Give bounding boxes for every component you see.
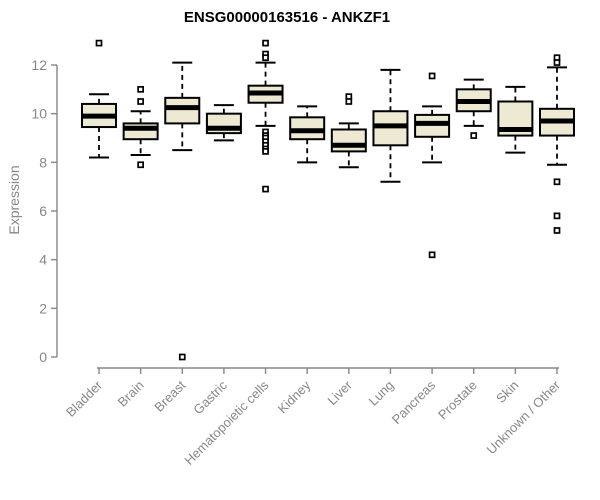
x-category-label: Unknown / Other <box>484 377 564 457</box>
x-category-label: Brain <box>115 378 147 410</box>
outlier-point <box>553 227 561 234</box>
x-category-label: Liver <box>324 377 355 408</box>
box-liver <box>330 93 367 169</box>
outlier-point <box>553 59 561 66</box>
y-tick-label: 8 <box>39 154 47 170</box>
box-hematopoietic-cells <box>247 39 284 193</box>
box-gastric <box>205 104 242 142</box>
y-axis: 0 2 4 6 8 10 12 <box>31 57 58 365</box>
box-bladder <box>81 39 117 159</box>
x-category-label: Lung <box>366 378 397 409</box>
outlier-point <box>553 212 561 220</box>
outlier-point <box>262 148 269 155</box>
x-category-label: Prostate <box>435 378 480 423</box>
x-category-label: Kidney <box>275 377 314 416</box>
box-prostate <box>455 78 492 139</box>
outlier-point <box>345 98 353 105</box>
box-pancreas <box>414 72 451 259</box>
chart-title: ENSG00000163516 - ANKZF1 <box>183 9 391 26</box>
x-category-label: Bladder <box>63 377 106 420</box>
outlier-point <box>137 98 144 105</box>
outlier-point <box>137 161 144 169</box>
x-category-label: Skin <box>493 378 521 406</box>
y-tick-label: 10 <box>31 106 47 122</box>
y-tick-label: 0 <box>39 349 47 365</box>
outlier-point <box>262 185 269 193</box>
outlier-point <box>262 39 269 47</box>
outlier-point <box>95 39 103 47</box>
outlier-point <box>137 85 144 93</box>
x-category-label: Gastric <box>190 377 230 417</box>
outlier-point <box>470 132 478 139</box>
box-brain <box>122 85 159 169</box>
iqr-box <box>164 96 201 125</box>
outlier-point <box>553 178 561 186</box>
box-unknown-other <box>539 54 575 234</box>
box-breast <box>164 61 201 361</box>
outlier-point <box>428 72 436 80</box>
y-tick-label: 6 <box>39 203 47 219</box>
iqr-box <box>330 128 367 153</box>
y-tick-label: 4 <box>39 252 47 268</box>
outlier-point <box>178 353 186 361</box>
box-skin <box>497 85 534 154</box>
x-category-label: Pancreas <box>389 377 439 427</box>
y-tick-label: 12 <box>31 57 47 73</box>
box-kidney <box>289 105 326 164</box>
box-lung <box>372 68 409 183</box>
outlier-point <box>262 54 269 62</box>
outlier-point <box>428 251 436 259</box>
x-category-label: Breast <box>151 377 188 414</box>
y-tick-label: 2 <box>39 300 47 316</box>
